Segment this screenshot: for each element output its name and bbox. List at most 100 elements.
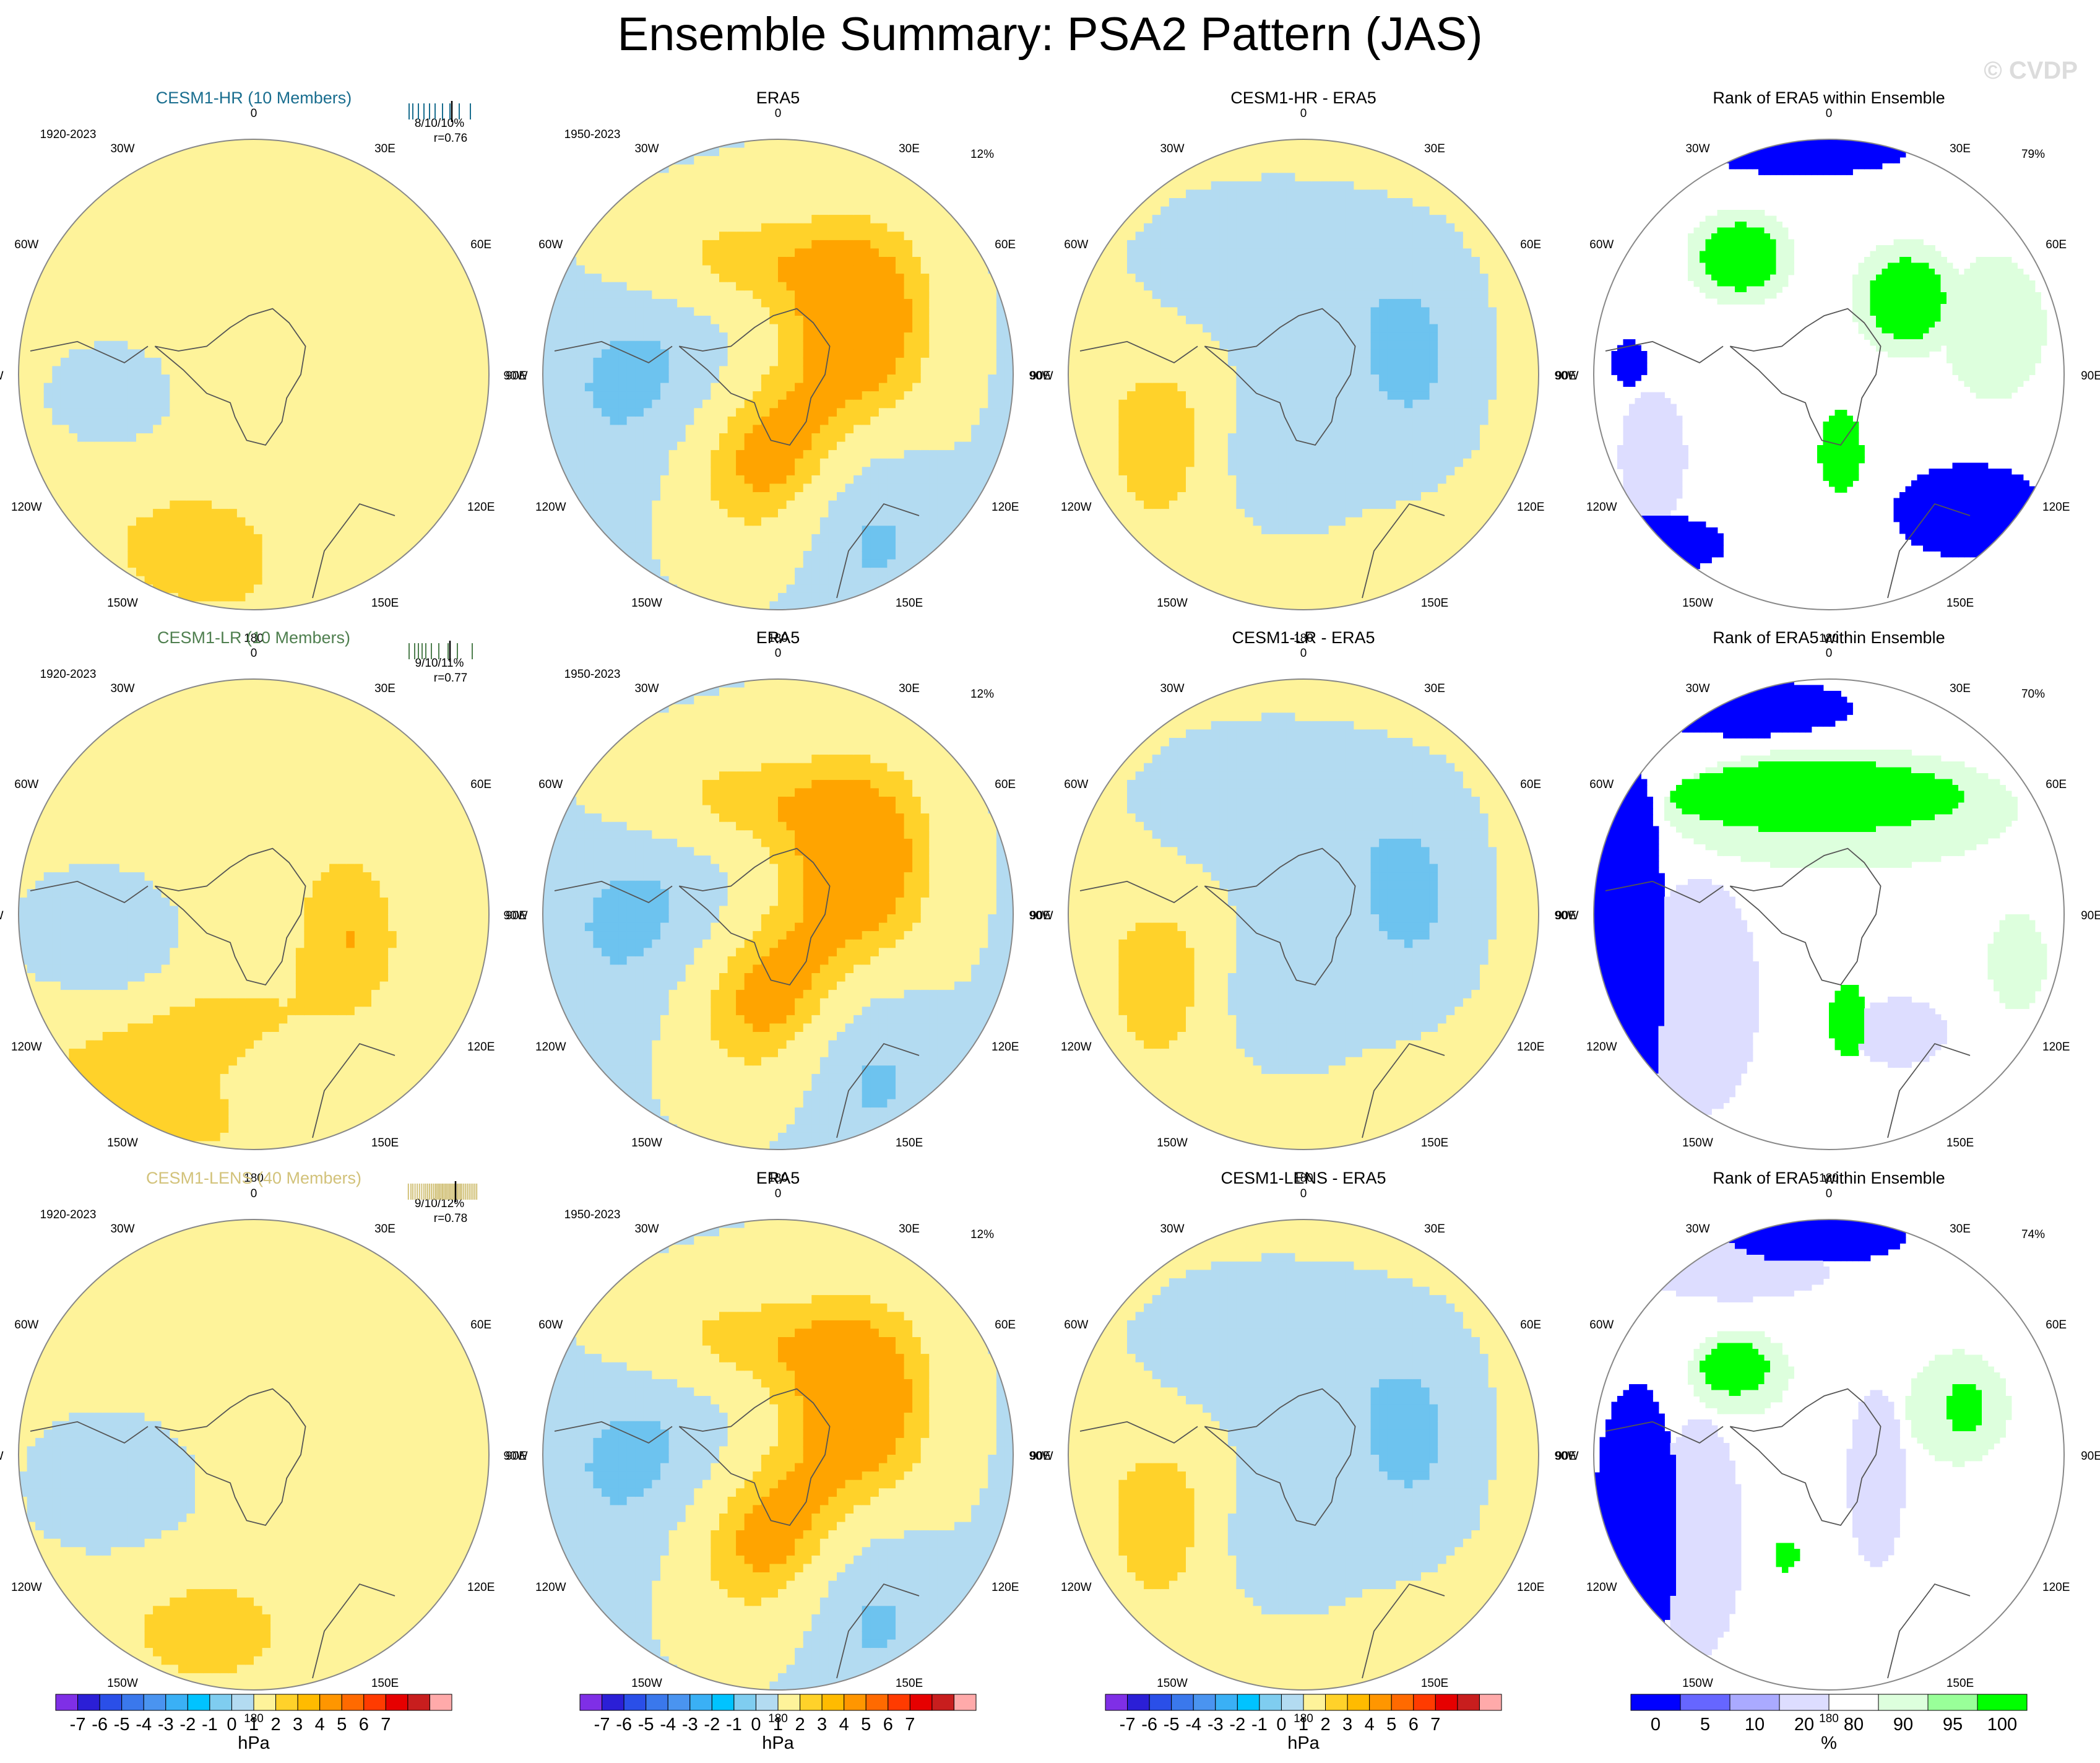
- field-cell: [660, 206, 670, 216]
- field-cell: [736, 257, 745, 266]
- field-cell: [753, 206, 762, 216]
- field-cell: [161, 534, 171, 544]
- field-cell: [685, 483, 695, 493]
- field-cell: [212, 181, 221, 191]
- field-cell: [161, 416, 171, 426]
- field-cell: [186, 391, 196, 401]
- field-cell: [111, 492, 120, 501]
- field-cell: [236, 433, 246, 443]
- field-cell: [795, 282, 804, 292]
- field-cell: [43, 274, 53, 283]
- field-cell: [862, 391, 871, 401]
- field-cell: [35, 433, 45, 443]
- field-cell: [618, 383, 628, 392]
- field-cell: [262, 265, 272, 275]
- field-cell: [610, 332, 620, 342]
- field-cell: [845, 433, 855, 443]
- field-cell: [346, 592, 355, 602]
- field-cell: [912, 282, 922, 292]
- field-cell: [912, 257, 922, 266]
- field-cell: [228, 215, 238, 224]
- field-cell: [245, 475, 254, 485]
- field-cell: [329, 173, 339, 182]
- field-cell: [178, 425, 188, 434]
- field-cell: [195, 592, 204, 602]
- field-cell: [744, 517, 754, 527]
- field-cell: [464, 357, 473, 367]
- field-cell: [626, 206, 636, 216]
- field-cell: [346, 383, 355, 392]
- field-cell: [602, 500, 611, 510]
- field-cell: [144, 232, 154, 241]
- field-cell: [371, 450, 381, 459]
- field-cell: [736, 282, 745, 292]
- field-cell: [212, 475, 221, 485]
- field-cell: [195, 282, 204, 292]
- field-cell: [144, 534, 154, 544]
- field-cell: [862, 265, 871, 275]
- field-cell: [304, 458, 313, 468]
- field-cell: [819, 416, 829, 426]
- field-cell: [354, 206, 364, 216]
- field-cell: [778, 475, 787, 485]
- field-cell: [744, 332, 754, 342]
- field-cell: [711, 215, 720, 224]
- field-cell: [127, 559, 137, 569]
- field-cell: [52, 391, 61, 401]
- field-cell: [610, 399, 620, 409]
- field-cell: [363, 542, 372, 552]
- field-cell: [203, 383, 213, 392]
- field-cell: [69, 240, 78, 249]
- field-cell: [819, 509, 829, 518]
- field-cell: [245, 391, 254, 401]
- field-cell: [744, 257, 754, 266]
- field-cell: [295, 483, 305, 493]
- field-cell: [287, 232, 296, 241]
- field-cell: [321, 164, 331, 174]
- field-cell: [161, 181, 171, 191]
- field-cell: [178, 551, 188, 560]
- field-cell: [236, 441, 246, 451]
- field-cell: [379, 316, 389, 325]
- field-cell: [618, 551, 628, 560]
- field-cell: [702, 576, 712, 586]
- field-cell: [904, 408, 914, 417]
- field-cell: [438, 349, 448, 358]
- field-cell: [819, 492, 829, 501]
- field-cell: [178, 383, 188, 392]
- field-cell: [228, 298, 238, 308]
- field-cell: [736, 500, 745, 510]
- field-cell: [736, 340, 745, 350]
- field-cell: [896, 232, 905, 241]
- field-cell: [279, 433, 288, 443]
- field-cell: [279, 509, 288, 518]
- field-cell: [837, 475, 846, 485]
- field-cell: [610, 450, 620, 459]
- field-cell: [668, 332, 678, 342]
- field-cell: [878, 240, 888, 249]
- field-cell: [811, 568, 821, 577]
- field-cell: [127, 181, 137, 191]
- field-cell: [295, 265, 305, 275]
- field-cell: [744, 433, 754, 443]
- field-cell: [363, 450, 372, 459]
- field-cell: [593, 265, 602, 275]
- field-cell: [618, 509, 628, 518]
- field-cell: [719, 274, 728, 283]
- field-cell: [287, 340, 296, 350]
- field-cell: [811, 316, 821, 325]
- field-cell: [912, 290, 922, 300]
- field-cell: [27, 467, 37, 476]
- field-cell: [660, 391, 670, 401]
- field-cell: [811, 223, 821, 233]
- field-cell: [736, 290, 745, 300]
- field-cell: [228, 542, 238, 552]
- field-cell: [795, 458, 804, 468]
- field-cell: [195, 248, 204, 258]
- field-cell: [228, 139, 238, 149]
- field-cell: [144, 290, 154, 300]
- field-cell: [593, 375, 602, 384]
- field-cell: [178, 189, 188, 199]
- field-cell: [694, 458, 703, 468]
- field-cell: [447, 290, 456, 300]
